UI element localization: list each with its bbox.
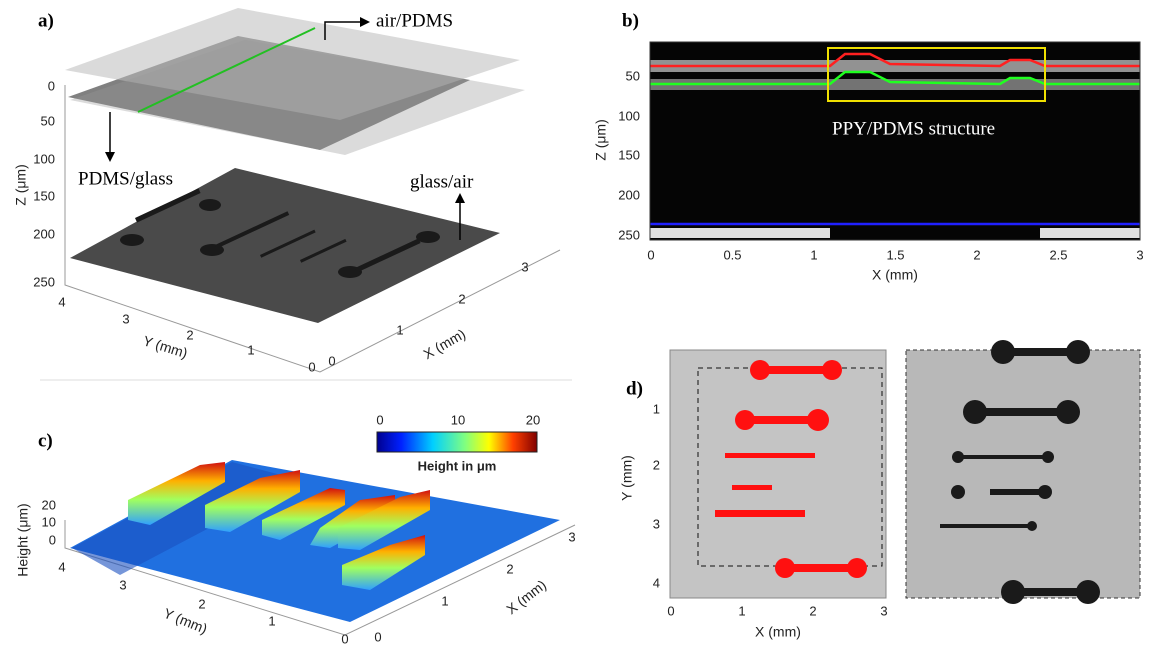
tick-label: 1 — [738, 603, 745, 618]
tick-label: 1 — [810, 247, 817, 262]
tick-label: 150 — [33, 188, 55, 203]
tick-label: 3 — [1136, 247, 1143, 262]
tick-label: 3 — [653, 516, 660, 531]
tick-label: 200 — [33, 226, 55, 241]
panel-label: b) — [622, 10, 639, 31]
tick-label: 0 — [647, 247, 654, 262]
tick-label: 0 — [328, 353, 335, 368]
tick-label: 0 — [374, 629, 381, 644]
tick-label: 250 — [618, 227, 640, 242]
colorbar-title: Height in μm — [418, 458, 497, 473]
tick-label: 100 — [33, 151, 55, 166]
tick-label: 0 — [48, 78, 55, 93]
axis-label: Z (μm) — [593, 119, 609, 161]
tick-label: 0 — [49, 532, 56, 547]
tick-label: 4 — [653, 575, 660, 590]
tick-label: 3 — [568, 529, 575, 544]
tick-label: 1 — [268, 613, 275, 628]
tick-label: 3 — [521, 259, 528, 274]
tick-label: 10 — [451, 412, 465, 427]
tick-label: 2.5 — [1049, 247, 1067, 262]
tick-label: 20 — [42, 497, 56, 512]
annotation: PPY/PDMS structure — [832, 118, 995, 139]
tick-label: 0 — [308, 359, 315, 374]
tick-label: 1 — [396, 322, 403, 337]
tick-label: 3 — [119, 577, 126, 592]
panel-label: a) — [38, 10, 54, 31]
tick-label: 1 — [653, 401, 660, 416]
tick-label: 2 — [973, 247, 980, 262]
axis-label: X (mm) — [755, 624, 801, 640]
tick-label: 50 — [626, 68, 640, 83]
annotation: air/PDMS — [376, 10, 453, 31]
panel-a-graphic — [64, 8, 561, 373]
tick-label: 1 — [441, 593, 448, 608]
tick-label: 2 — [198, 596, 205, 611]
axis-label: X (mm) — [503, 577, 549, 618]
tick-label: 200 — [618, 187, 640, 202]
axis-label: Height (μm) — [15, 503, 31, 576]
panel-c-graphic — [64, 431, 576, 636]
tick-label: 2 — [186, 327, 193, 342]
tick-label: 2 — [506, 561, 513, 576]
tick-label: 2 — [458, 291, 465, 306]
annotation: PDMS/glass — [78, 168, 173, 189]
axis-label: Y (mm) — [141, 332, 189, 361]
tick-label: 250 — [33, 274, 55, 289]
panel-d-graphic — [669, 340, 1141, 604]
axis-label: X (mm) — [420, 325, 468, 362]
annotation: glass/air — [410, 171, 474, 192]
tick-label: 3 — [122, 311, 129, 326]
tick-label: 10 — [42, 514, 56, 529]
axis-label: Y (mm) — [619, 455, 635, 501]
axis-label: X (mm) — [872, 267, 918, 283]
tick-label: 2 — [653, 457, 660, 472]
panel-label: c) — [38, 430, 53, 451]
tick-label: 0 — [667, 603, 674, 618]
tick-label: 20 — [526, 412, 540, 427]
tick-label: 50 — [41, 113, 55, 128]
panel-b-graphic — [649, 41, 1141, 241]
axis-label: Z (μm) — [13, 164, 29, 206]
tick-label: 150 — [618, 147, 640, 162]
tick-label: 4 — [58, 559, 65, 574]
tick-label: 0 — [341, 631, 348, 646]
tick-label: 3 — [880, 603, 887, 618]
tick-label: 2 — [809, 603, 816, 618]
tick-label: 0.5 — [723, 247, 741, 262]
tick-label: 0 — [376, 412, 383, 427]
tick-label: 100 — [618, 108, 640, 123]
panel-label: d) — [626, 378, 643, 399]
tick-label: 1.5 — [886, 247, 904, 262]
tick-label: 4 — [58, 294, 65, 309]
tick-label: 1 — [247, 342, 254, 357]
